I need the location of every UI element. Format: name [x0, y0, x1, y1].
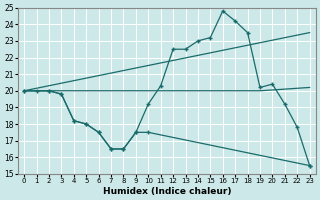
X-axis label: Humidex (Indice chaleur): Humidex (Indice chaleur): [103, 187, 231, 196]
